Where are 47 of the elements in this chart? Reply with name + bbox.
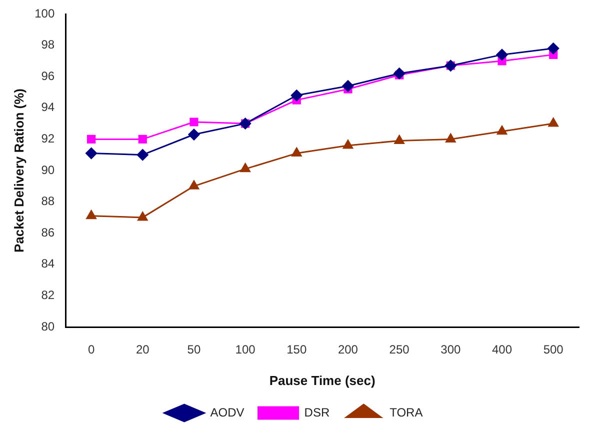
- x-tick-label: 100: [235, 342, 256, 357]
- point: [240, 163, 250, 172]
- legend-label: DSR: [304, 405, 330, 420]
- x-tick-label: 250: [389, 342, 410, 357]
- point: [394, 68, 406, 80]
- y-tick-label: 86: [41, 225, 55, 240]
- point: [138, 134, 147, 144]
- point: [87, 134, 96, 144]
- point: [138, 212, 148, 221]
- x-tick-label: 200: [338, 342, 358, 357]
- point: [548, 42, 560, 54]
- y-tick-label: 82: [41, 288, 55, 302]
- x-axis-title: Pause Time (sec): [269, 372, 376, 388]
- x-tick-label: 0: [88, 342, 95, 357]
- point: [188, 128, 200, 140]
- point: [86, 210, 96, 220]
- point: [86, 148, 98, 160]
- x-tick-label: 400: [492, 342, 512, 357]
- point: [342, 80, 354, 92]
- point: [496, 126, 508, 135]
- y-axis-title: Packet Delivery Ration (%): [11, 88, 26, 253]
- point: [290, 90, 302, 102]
- y-tick-label: 92: [41, 132, 55, 146]
- legend-label: AODV: [210, 405, 244, 420]
- y-tick-label: 88: [41, 194, 55, 208]
- point: [394, 135, 404, 144]
- y-tick-label: 90: [41, 162, 55, 177]
- x-tick-label: 150: [286, 342, 307, 357]
- x-tick-label: 50: [187, 342, 201, 357]
- x-tick-label: 500: [543, 342, 564, 357]
- y-tick-label: 98: [41, 38, 55, 52]
- y-tick-label: 80: [41, 319, 55, 334]
- y-tick-label: 94: [41, 100, 55, 114]
- legend-label: TORA: [390, 405, 423, 420]
- x-tick-label: 300: [440, 342, 461, 357]
- point: [548, 118, 558, 127]
- point: [188, 180, 200, 190]
- point: [446, 133, 456, 142]
- x-tick-label: 20: [136, 342, 150, 357]
- y-tick-label: 100: [34, 6, 55, 20]
- point: [136, 149, 148, 161]
- point: [292, 148, 302, 157]
- y-tick-label: 84: [41, 256, 55, 271]
- point: [496, 48, 508, 60]
- y-tick-label: 96: [41, 68, 55, 83]
- point: [342, 140, 354, 149]
- point: [190, 118, 198, 126]
